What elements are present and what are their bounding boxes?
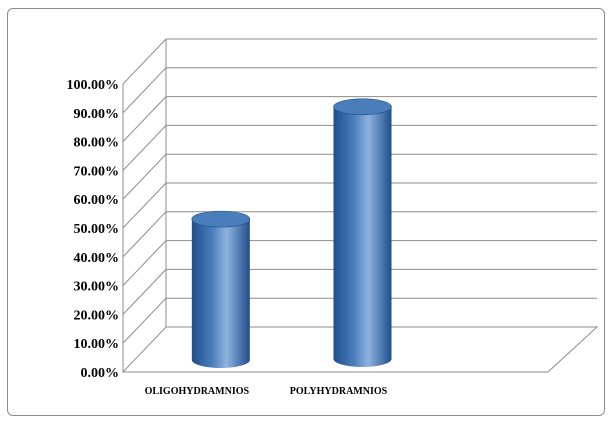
bar-top-oligohydramnios: [191, 210, 251, 228]
x-category-label: OLIGOHYDRAMNIOS: [145, 386, 250, 397]
y-tick-label: 20.00%: [74, 308, 120, 323]
y-tick-label: 30.00%: [74, 280, 120, 295]
bar-top-polyhydramnios: [333, 98, 392, 116]
side-gridline: [122, 38, 167, 85]
y-tick-label: 90.00%: [74, 107, 120, 122]
side-gridline: [122, 269, 167, 315]
side-gridline: [122, 211, 167, 258]
y-tick-label: 10.00%: [74, 337, 120, 352]
y-tick-label: 50.00%: [74, 222, 120, 237]
x-category-label: POLYHYDRAMNIOS: [290, 386, 388, 397]
y-tick-label: 100.00%: [67, 78, 120, 93]
y-tick-label: 80.00%: [74, 136, 120, 151]
y-tick-label: 0.00%: [81, 366, 120, 381]
side-gridline: [122, 182, 167, 229]
side-gridline: [122, 153, 167, 200]
y-tick-label: 60.00%: [74, 193, 120, 208]
side-gridline: [122, 96, 167, 142]
bar-polyhydramnios: [333, 106, 392, 368]
side-gridline: [122, 240, 167, 286]
side-gridline: [122, 67, 167, 114]
y-tick-label: 40.00%: [74, 251, 120, 266]
bar-oligohydramnios: [191, 219, 250, 368]
side-gridline: [122, 125, 167, 171]
y-tick-label: 70.00%: [74, 164, 120, 179]
side-gridline: [122, 297, 167, 344]
